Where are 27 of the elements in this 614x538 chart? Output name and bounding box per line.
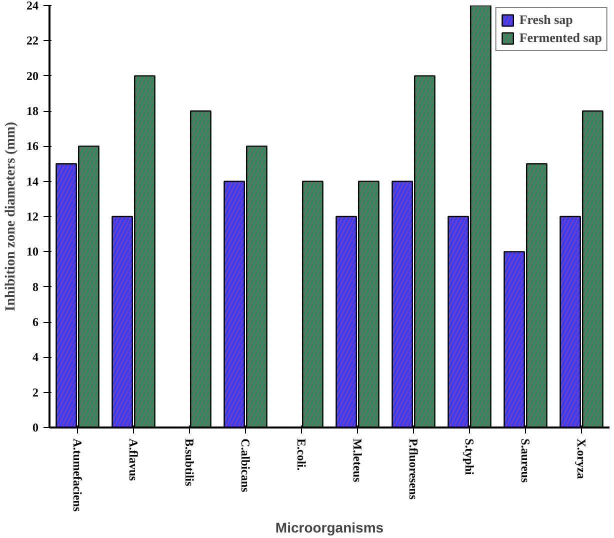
x-tick-label: C.albicans (238, 438, 252, 493)
legend-label: Fermented sap (519, 30, 602, 46)
y-tick-label: 2 (32, 385, 38, 400)
y-axis-title: Inhibition zone diameters (mm) (4, 121, 18, 312)
x-tick-label: S.aureus (518, 438, 532, 483)
x-tick-label: E.coli. (294, 438, 308, 470)
x-tick-label: M.leteus (350, 438, 364, 482)
x-tick-label: S.typhi (462, 438, 476, 476)
x-tick-label: X.oryza (574, 438, 588, 479)
y-tick-label: 16 (26, 139, 38, 154)
x-tick-label: B.subtilis (182, 438, 196, 487)
y-tick-label: 24 (26, 0, 38, 12)
x-tick-label: A.tumefaciens (70, 438, 84, 512)
x-tick-label: A.flavus (126, 438, 140, 482)
y-tick-label: 12 (26, 210, 38, 224)
x-tick-label: P.fluoresens (406, 438, 420, 500)
y-tick-label: 10 (26, 244, 38, 259)
y-tick-label: 18 (26, 104, 38, 118)
y-tick-label: 6 (32, 315, 38, 329)
y-tick-label: 4 (32, 350, 38, 364)
y-tick-label: 20 (26, 68, 38, 83)
y-tick-label: 22 (26, 34, 38, 48)
y-tick-label: 14 (26, 174, 38, 188)
y-tick-label: 8 (32, 280, 38, 294)
x-axis-title: Microorganisms (275, 519, 384, 536)
y-tick-label: 0 (32, 420, 38, 434)
legend-label: Fresh sap (519, 12, 573, 28)
